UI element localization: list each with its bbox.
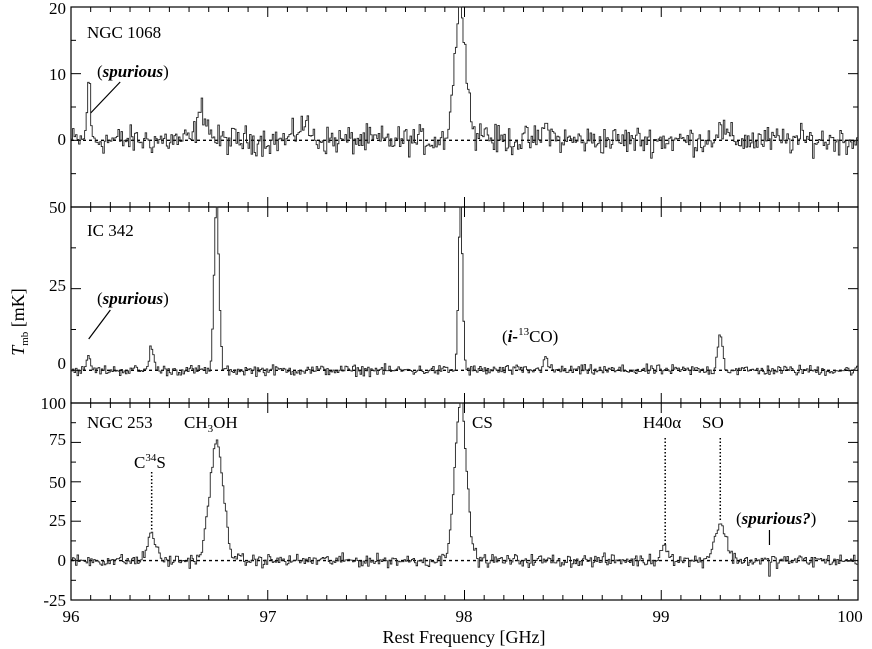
- ytick-bot-100: 100: [41, 394, 67, 413]
- panel-frame-ngc1068: [70, 6, 859, 208]
- annotation-spurious-q: (spurious?): [736, 509, 816, 528]
- annotation-cs: CS: [472, 413, 493, 432]
- leader-spurious-top: [90, 81, 121, 114]
- annotation-so: SO: [702, 413, 724, 432]
- annotation-i13co: (i-13CO): [502, 326, 558, 346]
- ytick-top-20: 20: [49, 0, 66, 18]
- xtick-100: 100: [837, 607, 863, 626]
- panel-label-ngc1068: NGC 1068: [87, 23, 161, 42]
- xtick-98: 98: [456, 607, 473, 626]
- panel-frame-ic342: [70, 206, 859, 404]
- ytick-mid-50: 50: [49, 198, 66, 217]
- panel-label-ic342: IC 342: [87, 221, 134, 240]
- spectrum-line: [71, 402, 858, 577]
- annotation-c34s: C34S: [134, 452, 166, 472]
- spectrum-line: [71, 206, 858, 378]
- ytick-bot-neg25: -25: [43, 591, 66, 610]
- xtick-97: 97: [260, 607, 278, 626]
- spectrum-line: [71, 6, 858, 159]
- annotation-ch3oh: CH3OH: [184, 413, 238, 435]
- ytick-bot-50: 50: [49, 473, 66, 492]
- annotation-h40a: H40α: [643, 413, 681, 432]
- ytick-bot-25: 25: [49, 511, 66, 530]
- leader-spurious-mid: [88, 309, 111, 340]
- ytick-bot-75: 75: [49, 430, 66, 449]
- xtick-96: 96: [63, 607, 80, 626]
- xtick-99: 99: [653, 607, 670, 626]
- ytick-top-0: 0: [58, 130, 67, 149]
- x-axis-label: Rest Frequency [GHz]: [383, 627, 546, 647]
- ytick-bot-0: 0: [58, 551, 67, 570]
- annotation-leaders: [88, 81, 771, 545]
- ytick-mid-25: 25: [49, 276, 66, 295]
- annotation-spurious-top: (spurious): [97, 62, 169, 81]
- ytick-mid-0: 0: [58, 354, 67, 373]
- annotation-spurious-mid: (spurious): [97, 289, 169, 308]
- axis-ticks: [70, 6, 859, 601]
- spectra: [71, 6, 858, 577]
- ytick-top-10: 10: [49, 65, 66, 84]
- panel-label-ngc253: NGC 253: [87, 413, 153, 432]
- y-axis-label: Tmb [mK]: [8, 288, 31, 356]
